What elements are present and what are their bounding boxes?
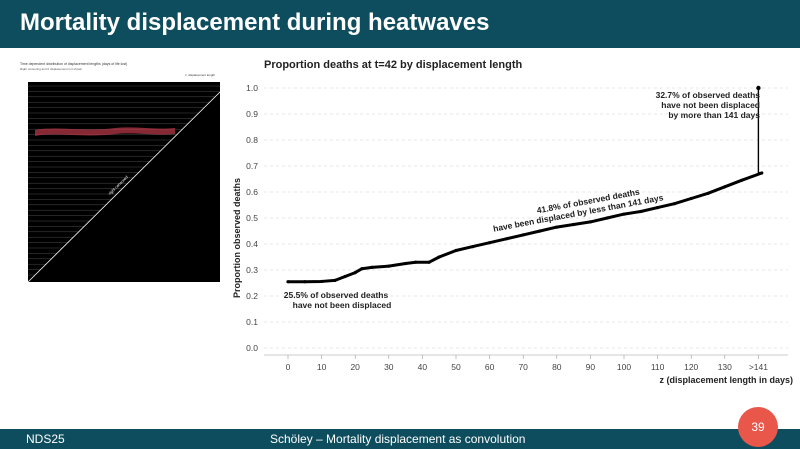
y-tick-label: 0.9 [246, 109, 258, 119]
title-bar: Mortality displacement during heatwaves [0, 0, 800, 48]
data-point [521, 233, 525, 237]
x-tick-label: 70 [518, 362, 528, 372]
y-tick-label: 0.4 [246, 239, 258, 249]
x-axis-label: z (displacement length in days) [659, 375, 793, 385]
x-tick-label: 80 [552, 362, 562, 372]
slide-title: Mortality displacement during heatwaves [20, 9, 490, 36]
thumbnail-highlight-band [35, 127, 175, 136]
footer-left-text: NDS25 [26, 432, 65, 446]
data-point [437, 255, 441, 259]
thumbnail-diagonal [27, 91, 221, 283]
x-tick-label: 130 [718, 362, 732, 372]
annotation-3-line-2: have not been displaced [661, 100, 760, 110]
displacement-chart: Proportion deaths at t=42 by displacemen… [232, 59, 793, 385]
data-point [353, 271, 357, 275]
series [286, 85, 764, 284]
x-tick-label: 40 [418, 362, 428, 372]
heatmap-thumbnail: Time dependent distribution of displacem… [20, 62, 221, 283]
annotation-1-line-2: have not been displaced [293, 300, 392, 310]
data-point [622, 212, 626, 216]
y-ticks: 0.0 0.1 0.2 0.3 0.4 0.5 0.6 0.7 0.8 0.9 1.0 [246, 83, 258, 353]
y-tick-label: 0.5 [246, 213, 258, 223]
x-tick-label: 90 [586, 362, 596, 372]
data-point [572, 222, 576, 227]
data-point [723, 185, 727, 189]
data-point [370, 265, 374, 269]
data-point [414, 260, 418, 264]
x-tick-label: 60 [485, 362, 495, 372]
y-tick-label: 1.0 [246, 83, 258, 93]
x-tick-label: 20 [350, 362, 360, 372]
y-tick-label: 0.3 [246, 265, 258, 275]
footer: NDS25 Schöley – Mortality displacement a… [0, 429, 800, 449]
x-tick-label: 50 [451, 362, 461, 372]
censored-point [756, 85, 761, 91]
data-point [360, 267, 364, 271]
footer-center-text: Schöley – Mortality displacement as conv… [270, 432, 526, 446]
x-tick-label: 0 [286, 362, 291, 372]
x-tick-label: 100 [617, 362, 631, 372]
data-point [504, 237, 508, 241]
data-point [605, 216, 609, 220]
chart-title: Proportion deaths at t=42 by displacemen… [264, 59, 523, 71]
data-point [656, 206, 660, 210]
y-tick-label: 0.2 [246, 291, 258, 301]
annotation-3-line-1: 32.7% of observed deaths [656, 90, 761, 100]
y-tick-label: 0.0 [246, 343, 258, 353]
annotation-1-line-1: 25.5% of observed deaths [284, 290, 389, 300]
x-tick-label: 110 [651, 362, 665, 372]
data-point [488, 241, 492, 245]
data-point [286, 280, 290, 284]
data-point [427, 260, 431, 264]
data-point [740, 178, 744, 182]
page-number-badge: 39 [738, 407, 778, 447]
data-point [706, 191, 710, 195]
data-point [387, 264, 391, 268]
annotation-2: 41.8% of observed deaths have been displ… [492, 186, 664, 233]
annotation-3-line-3: by more than 141 days [668, 110, 760, 120]
y-tick-label: 0.8 [246, 135, 258, 145]
thumbnail-title: Time dependent distribution of displacem… [20, 62, 127, 66]
data-point [689, 196, 693, 201]
data-point [343, 274, 347, 279]
x-tick-label: >141 [749, 362, 768, 372]
data-point [454, 248, 458, 253]
y-tick-label: 0.6 [246, 187, 258, 197]
data-point [538, 229, 542, 233]
data-point [404, 261, 408, 266]
data-point [639, 209, 643, 214]
x-tick-label: 120 [684, 362, 698, 372]
y-tick-label: 0.7 [246, 161, 258, 171]
x-ticks: 0 10 20 30 40 50 60 70 80 90 100 110 120 130 >141 [286, 355, 768, 372]
data-point [471, 245, 475, 249]
data-point [303, 280, 307, 284]
annotation-1: 25.5% of observed deaths have not been d… [284, 290, 392, 310]
y-axis-label: Proportion observed deaths [232, 178, 242, 298]
x-tick-label: 30 [384, 362, 394, 372]
data-point [333, 278, 337, 282]
x-tick-label: 10 [317, 362, 327, 372]
data-point [320, 279, 324, 284]
data-point [672, 202, 676, 206]
thumbnail-subtitle: Right censoring and 0 displacement not s… [20, 67, 83, 71]
data-point [588, 220, 592, 224]
thumbnail-corner-label: z, displacement length [185, 73, 215, 77]
y-tick-label: 0.1 [246, 317, 258, 327]
annotation-3: 32.7% of observed deaths have not been d… [656, 90, 761, 120]
data-point [555, 225, 559, 229]
